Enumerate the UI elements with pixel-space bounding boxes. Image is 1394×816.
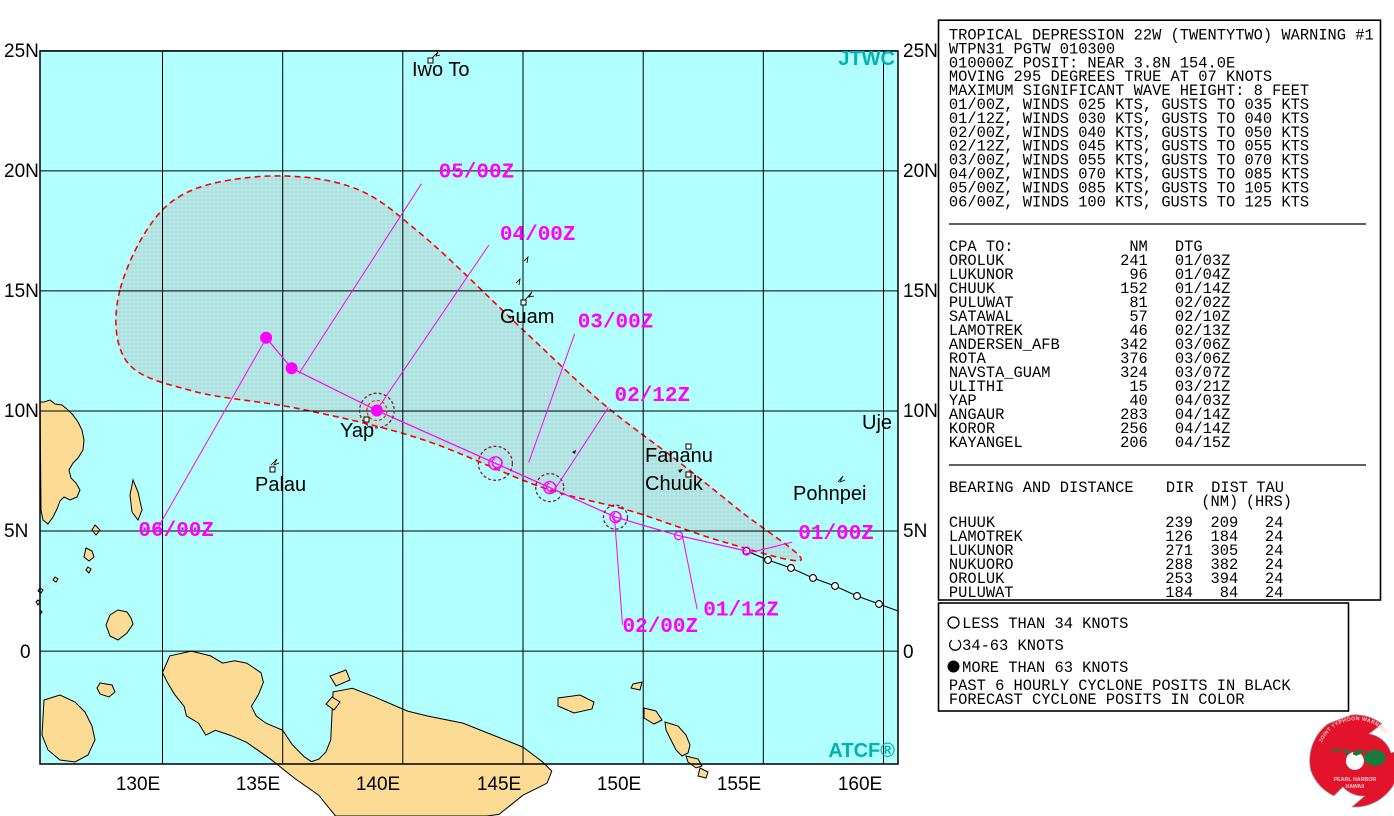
svg-text:Guam: Guam <box>500 306 554 328</box>
svg-text:PULUWAT: PULUWAT <box>949 584 1014 602</box>
svg-text:25N: 25N <box>4 41 39 62</box>
svg-text:HAWAII: HAWAII <box>1345 784 1364 790</box>
svg-text:04/00Z: 04/00Z <box>500 224 576 247</box>
svg-text:Uje: Uje <box>862 412 892 434</box>
svg-text:24: 24 <box>1265 584 1283 602</box>
svg-text:PEARL HARBOR: PEARL HARBOR <box>1334 777 1377 783</box>
svg-text:DIR: DIR <box>1166 479 1194 497</box>
svg-text:184: 184 <box>1165 584 1193 602</box>
svg-text:BEARING AND DISTANCE: BEARING AND DISTANCE <box>949 479 1134 497</box>
svg-text:135E: 135E <box>236 774 280 795</box>
svg-text:02/12Z: 02/12Z <box>615 385 691 408</box>
svg-text:FORECAST CYCLONE POSITS IN COL: FORECAST CYCLONE POSITS IN COLOR <box>949 691 1245 709</box>
svg-text:Yap: Yap <box>340 420 374 442</box>
svg-text:15N: 15N <box>4 281 39 302</box>
svg-text:150E: 150E <box>597 774 641 795</box>
svg-text:5N: 5N <box>4 521 28 542</box>
svg-text:0: 0 <box>20 642 31 663</box>
svg-text:84: 84 <box>1220 584 1238 602</box>
svg-text:155E: 155E <box>717 774 761 795</box>
svg-text:01/00Z: 01/00Z <box>798 523 874 546</box>
svg-text:Iwo To: Iwo To <box>412 59 469 81</box>
svg-text:05/00Z: 05/00Z <box>439 162 515 185</box>
svg-text:(NM): (NM) <box>1201 493 1238 511</box>
svg-text:Pohnpei: Pohnpei <box>793 483 866 505</box>
svg-text:10N: 10N <box>4 401 39 422</box>
svg-text:Chuuk: Chuuk <box>645 473 704 495</box>
svg-text:Fananu: Fananu <box>645 445 713 467</box>
svg-text:02/00Z: 02/00Z <box>623 616 699 639</box>
svg-text:JTWC: JTWC <box>838 48 895 70</box>
svg-text:130E: 130E <box>116 774 160 795</box>
svg-text:04/15Z: 04/15Z <box>1175 434 1230 452</box>
svg-text:206: 206 <box>1120 434 1148 452</box>
svg-text:(HRS): (HRS) <box>1246 493 1292 511</box>
svg-text:0: 0 <box>903 642 914 663</box>
svg-text:20N: 20N <box>903 161 938 182</box>
svg-text:MORE THAN 63 KNOTS: MORE THAN 63 KNOTS <box>962 659 1128 677</box>
svg-text:Palau: Palau <box>255 474 306 496</box>
svg-text:06/00Z: 06/00Z <box>138 520 214 543</box>
svg-text:140E: 140E <box>356 774 400 795</box>
svg-text:160E: 160E <box>838 774 882 795</box>
svg-text:ATCF®: ATCF® <box>828 740 895 762</box>
svg-text:5N: 5N <box>903 521 927 542</box>
svg-text:15N: 15N <box>903 281 938 302</box>
svg-text:LESS THAN 34 KNOTS: LESS THAN 34 KNOTS <box>962 615 1128 633</box>
svg-text:20N: 20N <box>4 161 39 182</box>
svg-text:06/00Z, WINDS 100 KTS, GUSTS T: 06/00Z, WINDS 100 KTS, GUSTS TO 125 KTS <box>949 193 1309 211</box>
svg-text:01/12Z: 01/12Z <box>703 600 779 623</box>
svg-text:34-63 KNOTS: 34-63 KNOTS <box>962 637 1064 655</box>
svg-text:25N: 25N <box>903 41 938 62</box>
svg-text:KAYANGEL: KAYANGEL <box>949 434 1023 452</box>
svg-text:10N: 10N <box>903 401 938 422</box>
svg-text:03/00Z: 03/00Z <box>578 312 654 335</box>
svg-text:145E: 145E <box>477 774 521 795</box>
